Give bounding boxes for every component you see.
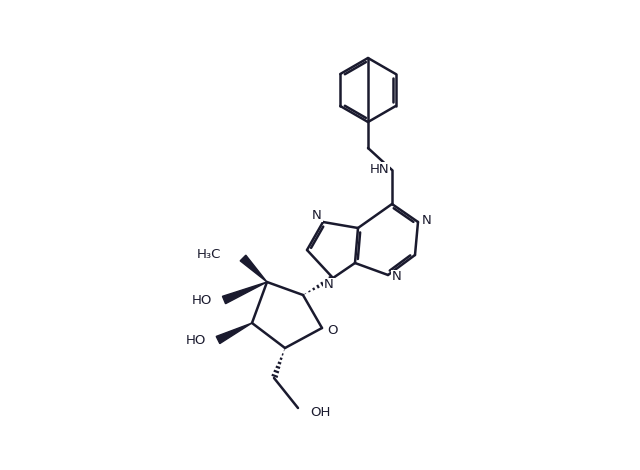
Text: HN: HN	[370, 163, 390, 175]
Text: N: N	[422, 213, 432, 227]
Text: N: N	[312, 209, 322, 221]
Polygon shape	[240, 255, 267, 282]
Polygon shape	[216, 323, 252, 344]
Text: O: O	[327, 323, 337, 337]
Text: HO: HO	[186, 334, 206, 346]
Text: N: N	[392, 271, 402, 283]
Text: H₃C: H₃C	[196, 249, 221, 261]
Text: N: N	[324, 279, 334, 291]
Text: HO: HO	[191, 293, 212, 306]
Text: OH: OH	[310, 407, 330, 420]
Polygon shape	[223, 282, 267, 304]
